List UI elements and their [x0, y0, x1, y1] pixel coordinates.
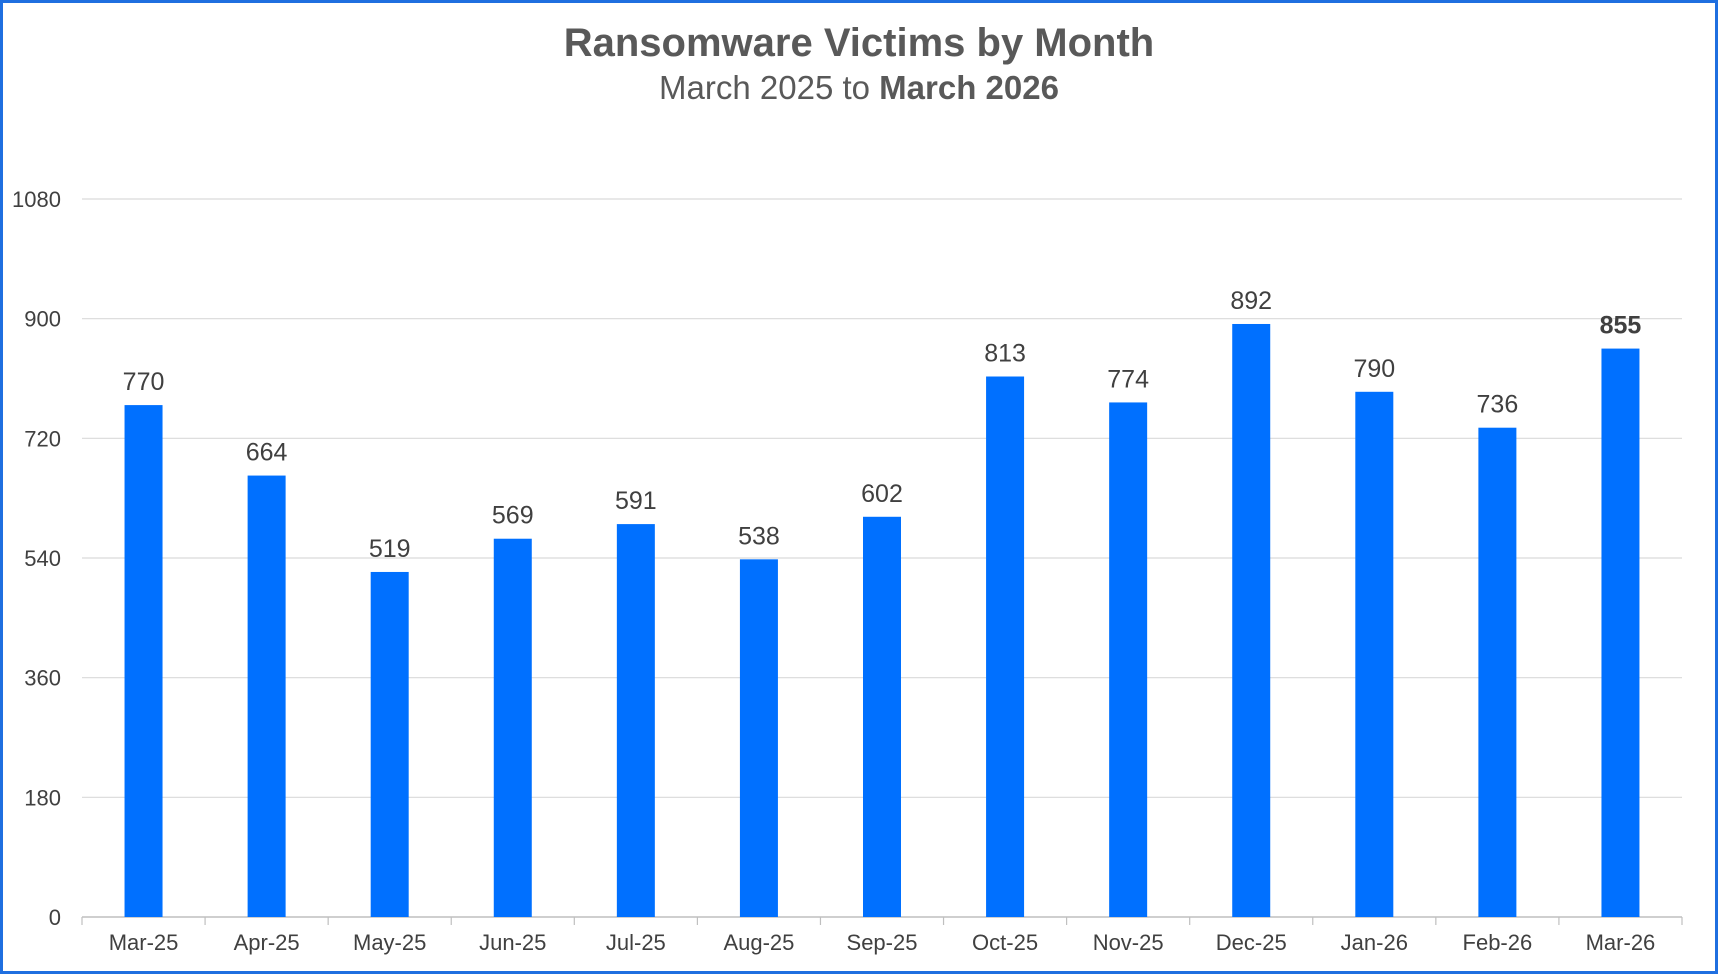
- x-tick-label: Jan-26: [1341, 930, 1408, 955]
- y-tick-label: 720: [24, 426, 61, 451]
- bar: [1355, 391, 1394, 918]
- bar: [1109, 402, 1148, 917]
- bar: [616, 524, 655, 917]
- data-label: 892: [1230, 287, 1272, 315]
- bar: [1478, 427, 1517, 917]
- data-label: 664: [246, 439, 288, 467]
- data-label: 774: [1107, 365, 1149, 393]
- data-label: 736: [1477, 391, 1519, 419]
- data-label: 569: [492, 502, 534, 530]
- x-tick-label: Nov-25: [1093, 930, 1164, 955]
- bar: [1601, 348, 1640, 917]
- bar: [247, 475, 286, 917]
- subtitle-prefix: March 2025 to: [659, 69, 880, 106]
- bar: [1232, 323, 1271, 917]
- y-tick-label: 0: [49, 905, 61, 930]
- data-label: 538: [738, 522, 780, 550]
- data-label: 591: [615, 487, 657, 515]
- x-tick-label: Feb-26: [1463, 930, 1533, 955]
- bar: [863, 516, 901, 917]
- bar: [739, 559, 778, 917]
- y-tick-label: 540: [24, 546, 61, 571]
- x-tick-label: Mar-26: [1586, 930, 1656, 955]
- x-tick-label: Jul-25: [606, 930, 666, 955]
- data-label: 790: [1353, 355, 1395, 383]
- y-tick-label: 180: [24, 785, 61, 810]
- data-label: 855: [1600, 312, 1642, 340]
- bar: [493, 538, 532, 917]
- y-tick-label: 1080: [12, 187, 61, 212]
- y-tick-label: 360: [24, 666, 61, 691]
- data-label: 602: [861, 480, 903, 508]
- x-tick-label: Dec-25: [1216, 930, 1287, 955]
- y-tick-label: 900: [24, 307, 61, 332]
- subtitle-bold: March 2026: [879, 69, 1059, 106]
- x-tick-label: Apr-25: [234, 930, 300, 955]
- data-label: 519: [369, 535, 411, 563]
- bar: [370, 571, 409, 917]
- bar: [986, 376, 1025, 917]
- x-tick-label: Sep-25: [847, 930, 918, 955]
- x-tick-label: Aug-25: [723, 930, 794, 955]
- x-tick-label: Oct-25: [972, 930, 1038, 955]
- data-label: 770: [123, 368, 165, 396]
- x-tick-label: Jun-25: [479, 930, 546, 955]
- data-label: 813: [984, 340, 1026, 368]
- chart-subtitle: March 2025 to March 2026: [3, 69, 1715, 107]
- chart-title: Ransomware Victims by Month: [563, 21, 1155, 65]
- x-tick-label: Mar-25: [109, 930, 179, 955]
- x-tick-label: May-25: [353, 930, 426, 955]
- bar: [124, 405, 163, 917]
